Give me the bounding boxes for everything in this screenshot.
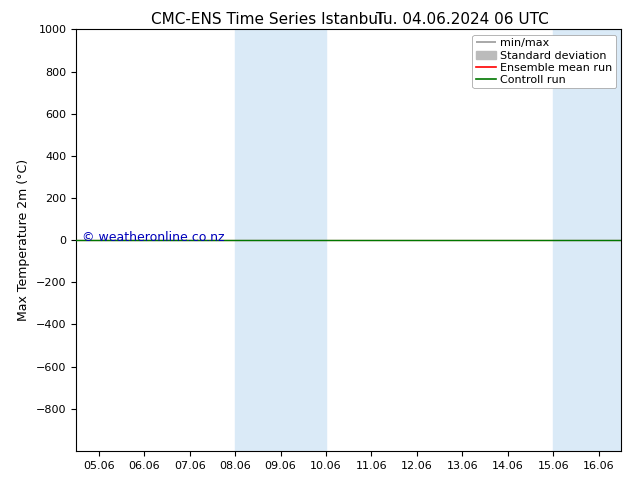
Text: CMC-ENS Time Series Istanbul: CMC-ENS Time Series Istanbul bbox=[151, 12, 382, 27]
Text: © weatheronline.co.nz: © weatheronline.co.nz bbox=[82, 231, 224, 245]
Bar bbox=[235, 29, 326, 451]
Text: Tu. 04.06.2024 06 UTC: Tu. 04.06.2024 06 UTC bbox=[377, 12, 549, 27]
Bar bbox=[553, 29, 634, 451]
Y-axis label: Max Temperature 2m (°C): Max Temperature 2m (°C) bbox=[17, 159, 30, 321]
Legend: min/max, Standard deviation, Ensemble mean run, Controll run: min/max, Standard deviation, Ensemble me… bbox=[472, 35, 616, 88]
